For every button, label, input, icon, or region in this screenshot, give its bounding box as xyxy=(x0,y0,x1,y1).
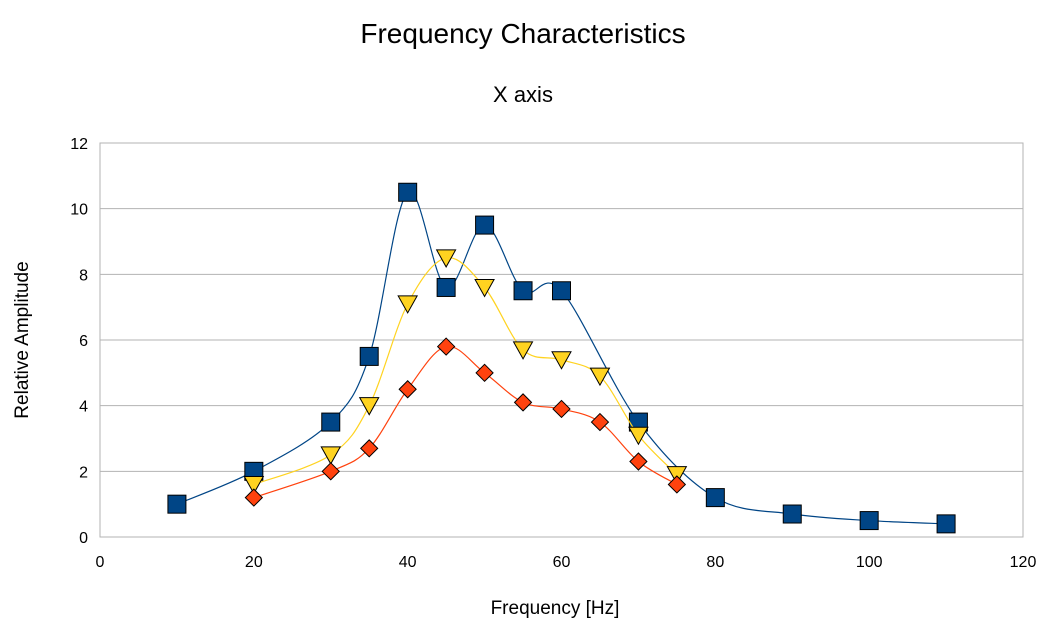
series-0-line xyxy=(176,191,947,525)
series-2-point-4 xyxy=(436,337,456,356)
series-0-point-5 xyxy=(436,277,456,297)
series-1-point-4 xyxy=(435,249,457,268)
series-0-point-0 xyxy=(167,494,187,514)
series-2-point-1 xyxy=(321,462,340,481)
series-1-point-9 xyxy=(628,426,649,446)
series-1-point-2 xyxy=(358,397,380,416)
x-axis-label: Frequency [Hz] xyxy=(491,598,620,619)
series-2-point-5 xyxy=(475,363,494,383)
series-2 xyxy=(244,337,687,507)
series-0-point-12 xyxy=(859,511,879,531)
series-0-point-2 xyxy=(321,412,341,432)
series-2-point-10 xyxy=(667,475,687,494)
series-2-line xyxy=(253,345,678,499)
series-2-point-3 xyxy=(398,380,417,399)
x-tick-label-0: 0 xyxy=(96,554,105,571)
series-0-point-6 xyxy=(475,215,495,235)
series-0-point-11 xyxy=(782,504,802,524)
series-1-point-3 xyxy=(397,295,419,314)
y-tick-label-4: 8 xyxy=(79,267,88,284)
series-0-point-8 xyxy=(552,281,571,301)
series-1-point-1 xyxy=(320,446,342,465)
series-0-point-4 xyxy=(398,182,418,202)
chart-subtitle: X axis xyxy=(493,82,553,107)
series-1-point-10 xyxy=(666,466,688,485)
x-tick-label-5: 100 xyxy=(856,554,883,571)
y-tick-label-0: 0 xyxy=(79,530,88,547)
gridlines xyxy=(100,142,1023,538)
series-0 xyxy=(167,182,956,534)
y-tick-label-5: 10 xyxy=(70,202,88,219)
x-tick-label-1: 20 xyxy=(245,554,263,571)
series-1-point-5 xyxy=(474,278,495,298)
series-2-point-9 xyxy=(629,452,648,471)
series-2-point-2 xyxy=(360,439,379,458)
series-1-point-6 xyxy=(512,341,534,360)
series-1 xyxy=(243,249,688,495)
x-tick-label-4: 80 xyxy=(706,554,724,571)
plot-area xyxy=(99,142,1024,538)
y-tick-label-1: 2 xyxy=(79,464,88,481)
series-2-point-6 xyxy=(513,393,533,412)
x-tick-label-3: 60 xyxy=(553,554,571,571)
series-1-point-0 xyxy=(243,475,265,495)
series-0-point-13 xyxy=(936,514,956,534)
y-tick-label-6: 12 xyxy=(70,136,88,153)
series-0-point-10 xyxy=(705,488,725,508)
series-0-point-7 xyxy=(513,281,533,301)
x-tick-label-6: 120 xyxy=(1010,554,1037,571)
series-2-point-7 xyxy=(552,399,571,419)
series-group xyxy=(167,182,956,534)
series-1-line xyxy=(253,257,678,486)
y-axis-label: Relative Amplitude xyxy=(12,261,33,418)
chart-title: Frequency Characteristics xyxy=(360,18,685,49)
x-tick-label-2: 40 xyxy=(399,554,417,571)
series-2-point-0 xyxy=(244,488,264,507)
series-1-point-7 xyxy=(551,351,572,370)
series-0-point-3 xyxy=(359,346,379,366)
y-tick-label-2: 4 xyxy=(79,399,88,416)
series-2-point-8 xyxy=(590,412,610,432)
series-1-point-8 xyxy=(589,367,611,387)
y-tick-label-3: 6 xyxy=(79,333,88,350)
